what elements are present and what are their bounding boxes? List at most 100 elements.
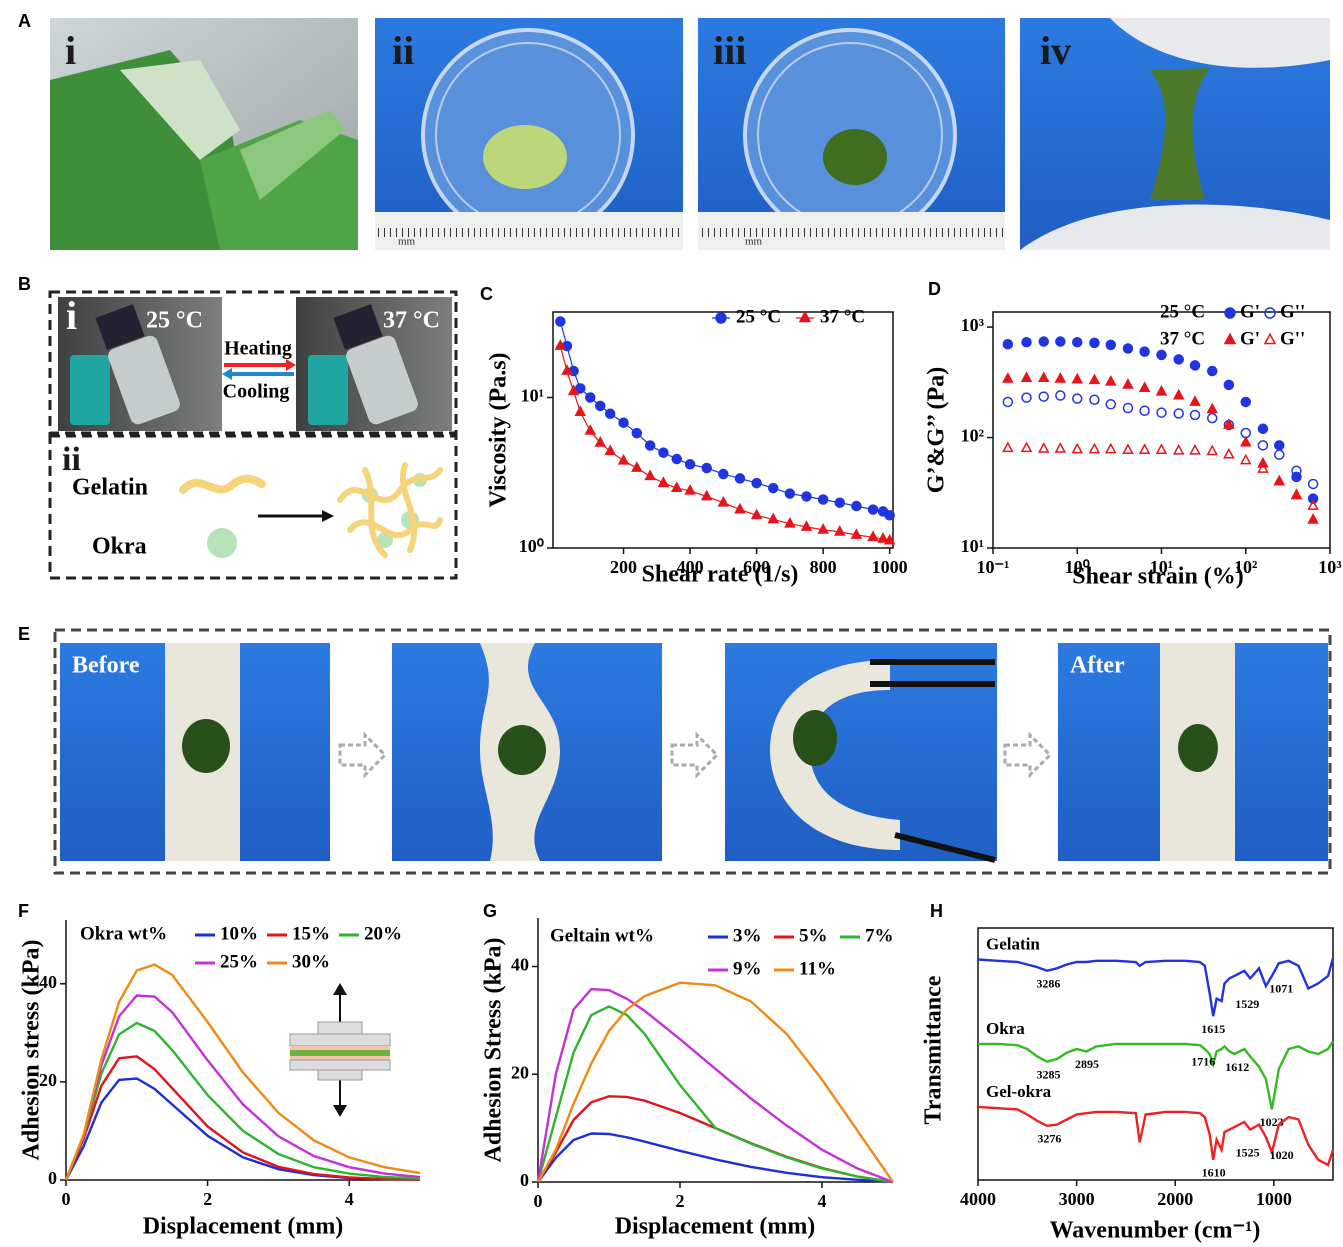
legend-label: G' — [1240, 301, 1260, 322]
data-point — [586, 393, 595, 402]
data-point — [672, 455, 681, 464]
panel-label: D — [928, 279, 941, 299]
legend-label: 20% — [364, 923, 402, 944]
x-tick-label: 10⁻¹ — [977, 557, 1010, 577]
photo-label: i — [65, 28, 76, 73]
panel-label: A — [18, 11, 31, 31]
y-tick-label: 0 — [520, 1170, 529, 1190]
data-point — [1123, 344, 1132, 353]
legend-label: 25% — [220, 951, 258, 972]
legend-label: 11% — [799, 958, 836, 979]
data-point — [1208, 367, 1217, 376]
x-axis-title: Wavenumber (cm⁻¹) — [1050, 1218, 1261, 1244]
x-axis-title: Shear strain (%) — [1072, 564, 1244, 590]
data-point — [735, 474, 744, 483]
figure: A B C D E F G H mm mm i ii iii iv i 25 °… — [0, 0, 1343, 1247]
peak-label: 1529 — [1235, 997, 1259, 1011]
y-tick-label: 10³ — [961, 315, 985, 335]
x-axis-title: Shear rate (1/s) — [642, 562, 799, 588]
legend-label: 3% — [733, 925, 762, 946]
legend-label: G'' — [1280, 301, 1305, 322]
x-tick-label: 800 — [810, 557, 837, 577]
legend-title: Geltain wt% — [550, 925, 654, 946]
data-point — [819, 495, 828, 504]
x-tick-label: 0 — [62, 1189, 71, 1209]
photo-label: i — [66, 293, 77, 338]
heating-label: Heating — [224, 338, 292, 360]
series-label: Gelatin — [986, 934, 1040, 953]
legend-label: 10% — [220, 923, 258, 944]
data-point — [1056, 337, 1065, 346]
legend-label: 37 °C — [820, 306, 865, 327]
legend-label: 9% — [733, 958, 762, 979]
data-point — [1039, 337, 1048, 346]
data-point — [835, 498, 844, 507]
data-point — [606, 409, 615, 418]
ruler-unit: mm — [398, 236, 416, 248]
photo-label: ii — [392, 28, 414, 73]
data-point — [556, 317, 565, 326]
data-point — [1073, 338, 1082, 347]
photo-e-3 — [725, 643, 997, 861]
y-axis-title: G’&G’’ (Pa) — [924, 367, 950, 493]
series-label: Gel-okra — [986, 1082, 1052, 1101]
legend-swatch — [716, 313, 726, 323]
data-point — [1275, 441, 1284, 450]
x-tick-label: 4000 — [960, 1189, 996, 1209]
photo-e-2 — [392, 643, 662, 861]
temperature-label: 25 °C — [146, 308, 203, 334]
y-tick-label: 10¹ — [521, 386, 544, 406]
data-point — [1090, 338, 1099, 347]
data-point — [619, 418, 628, 427]
peak-label: 2895 — [1075, 1057, 1099, 1071]
gelatin-label: Gelatin — [72, 475, 148, 501]
x-axis-title: Displacement (mm) — [143, 1214, 344, 1240]
data-point — [646, 441, 655, 450]
data-point — [1022, 338, 1031, 347]
x-tick-label: 0 — [534, 1191, 543, 1211]
panel-label: E — [18, 624, 30, 644]
legend-label: G'' — [1280, 328, 1305, 349]
peak-label: 1615 — [1201, 1022, 1225, 1036]
panel-label: H — [930, 901, 943, 921]
data-point — [719, 470, 728, 479]
data-point — [802, 492, 811, 501]
panel-label: B — [18, 274, 31, 294]
data-point — [686, 460, 695, 469]
data-point — [596, 401, 605, 410]
x-tick-label: 10³ — [1318, 557, 1342, 577]
data-point — [702, 464, 711, 473]
temperature-label: 37 °C — [383, 308, 440, 334]
legend-group: 25 °C — [1160, 301, 1205, 322]
panel-sub-label: ii — [62, 441, 81, 478]
data-point — [1174, 355, 1183, 364]
legend-group: 37 °C — [1160, 328, 1205, 349]
photo-a-ii — [375, 18, 683, 250]
ruler-unit: mm — [745, 236, 763, 248]
data-point — [885, 511, 894, 520]
peak-label: 1020 — [1270, 1148, 1294, 1162]
peak-label: 1525 — [1236, 1146, 1260, 1160]
x-tick-label: 3000 — [1059, 1189, 1095, 1209]
x-tick-label: 2 — [676, 1191, 685, 1211]
legend-label: 5% — [799, 925, 828, 946]
data-point — [869, 505, 878, 514]
y-axis-title: Adhesion stress (kPa) — [19, 940, 45, 1161]
y-tick-label: 20 — [511, 1062, 529, 1082]
x-tick-label: 4 — [818, 1191, 827, 1211]
data-point — [632, 429, 641, 438]
y-axis-title: Adhesion Stress (kPa) — [481, 938, 507, 1163]
okra-label: Okra — [92, 534, 147, 560]
peak-label: 3286 — [1036, 977, 1060, 991]
panel-label: F — [18, 901, 29, 921]
data-point — [852, 502, 861, 511]
data-point — [1140, 347, 1149, 356]
x-tick-label: 2000 — [1157, 1189, 1193, 1209]
legend-swatch — [1225, 308, 1235, 318]
x-axis-title: Displacement (mm) — [615, 1214, 816, 1240]
peak-label: 1071 — [1269, 982, 1293, 996]
legend-label: 7% — [865, 925, 894, 946]
after-label: After — [1070, 653, 1125, 679]
photo-a-i — [50, 18, 358, 250]
data-point — [1258, 424, 1267, 433]
